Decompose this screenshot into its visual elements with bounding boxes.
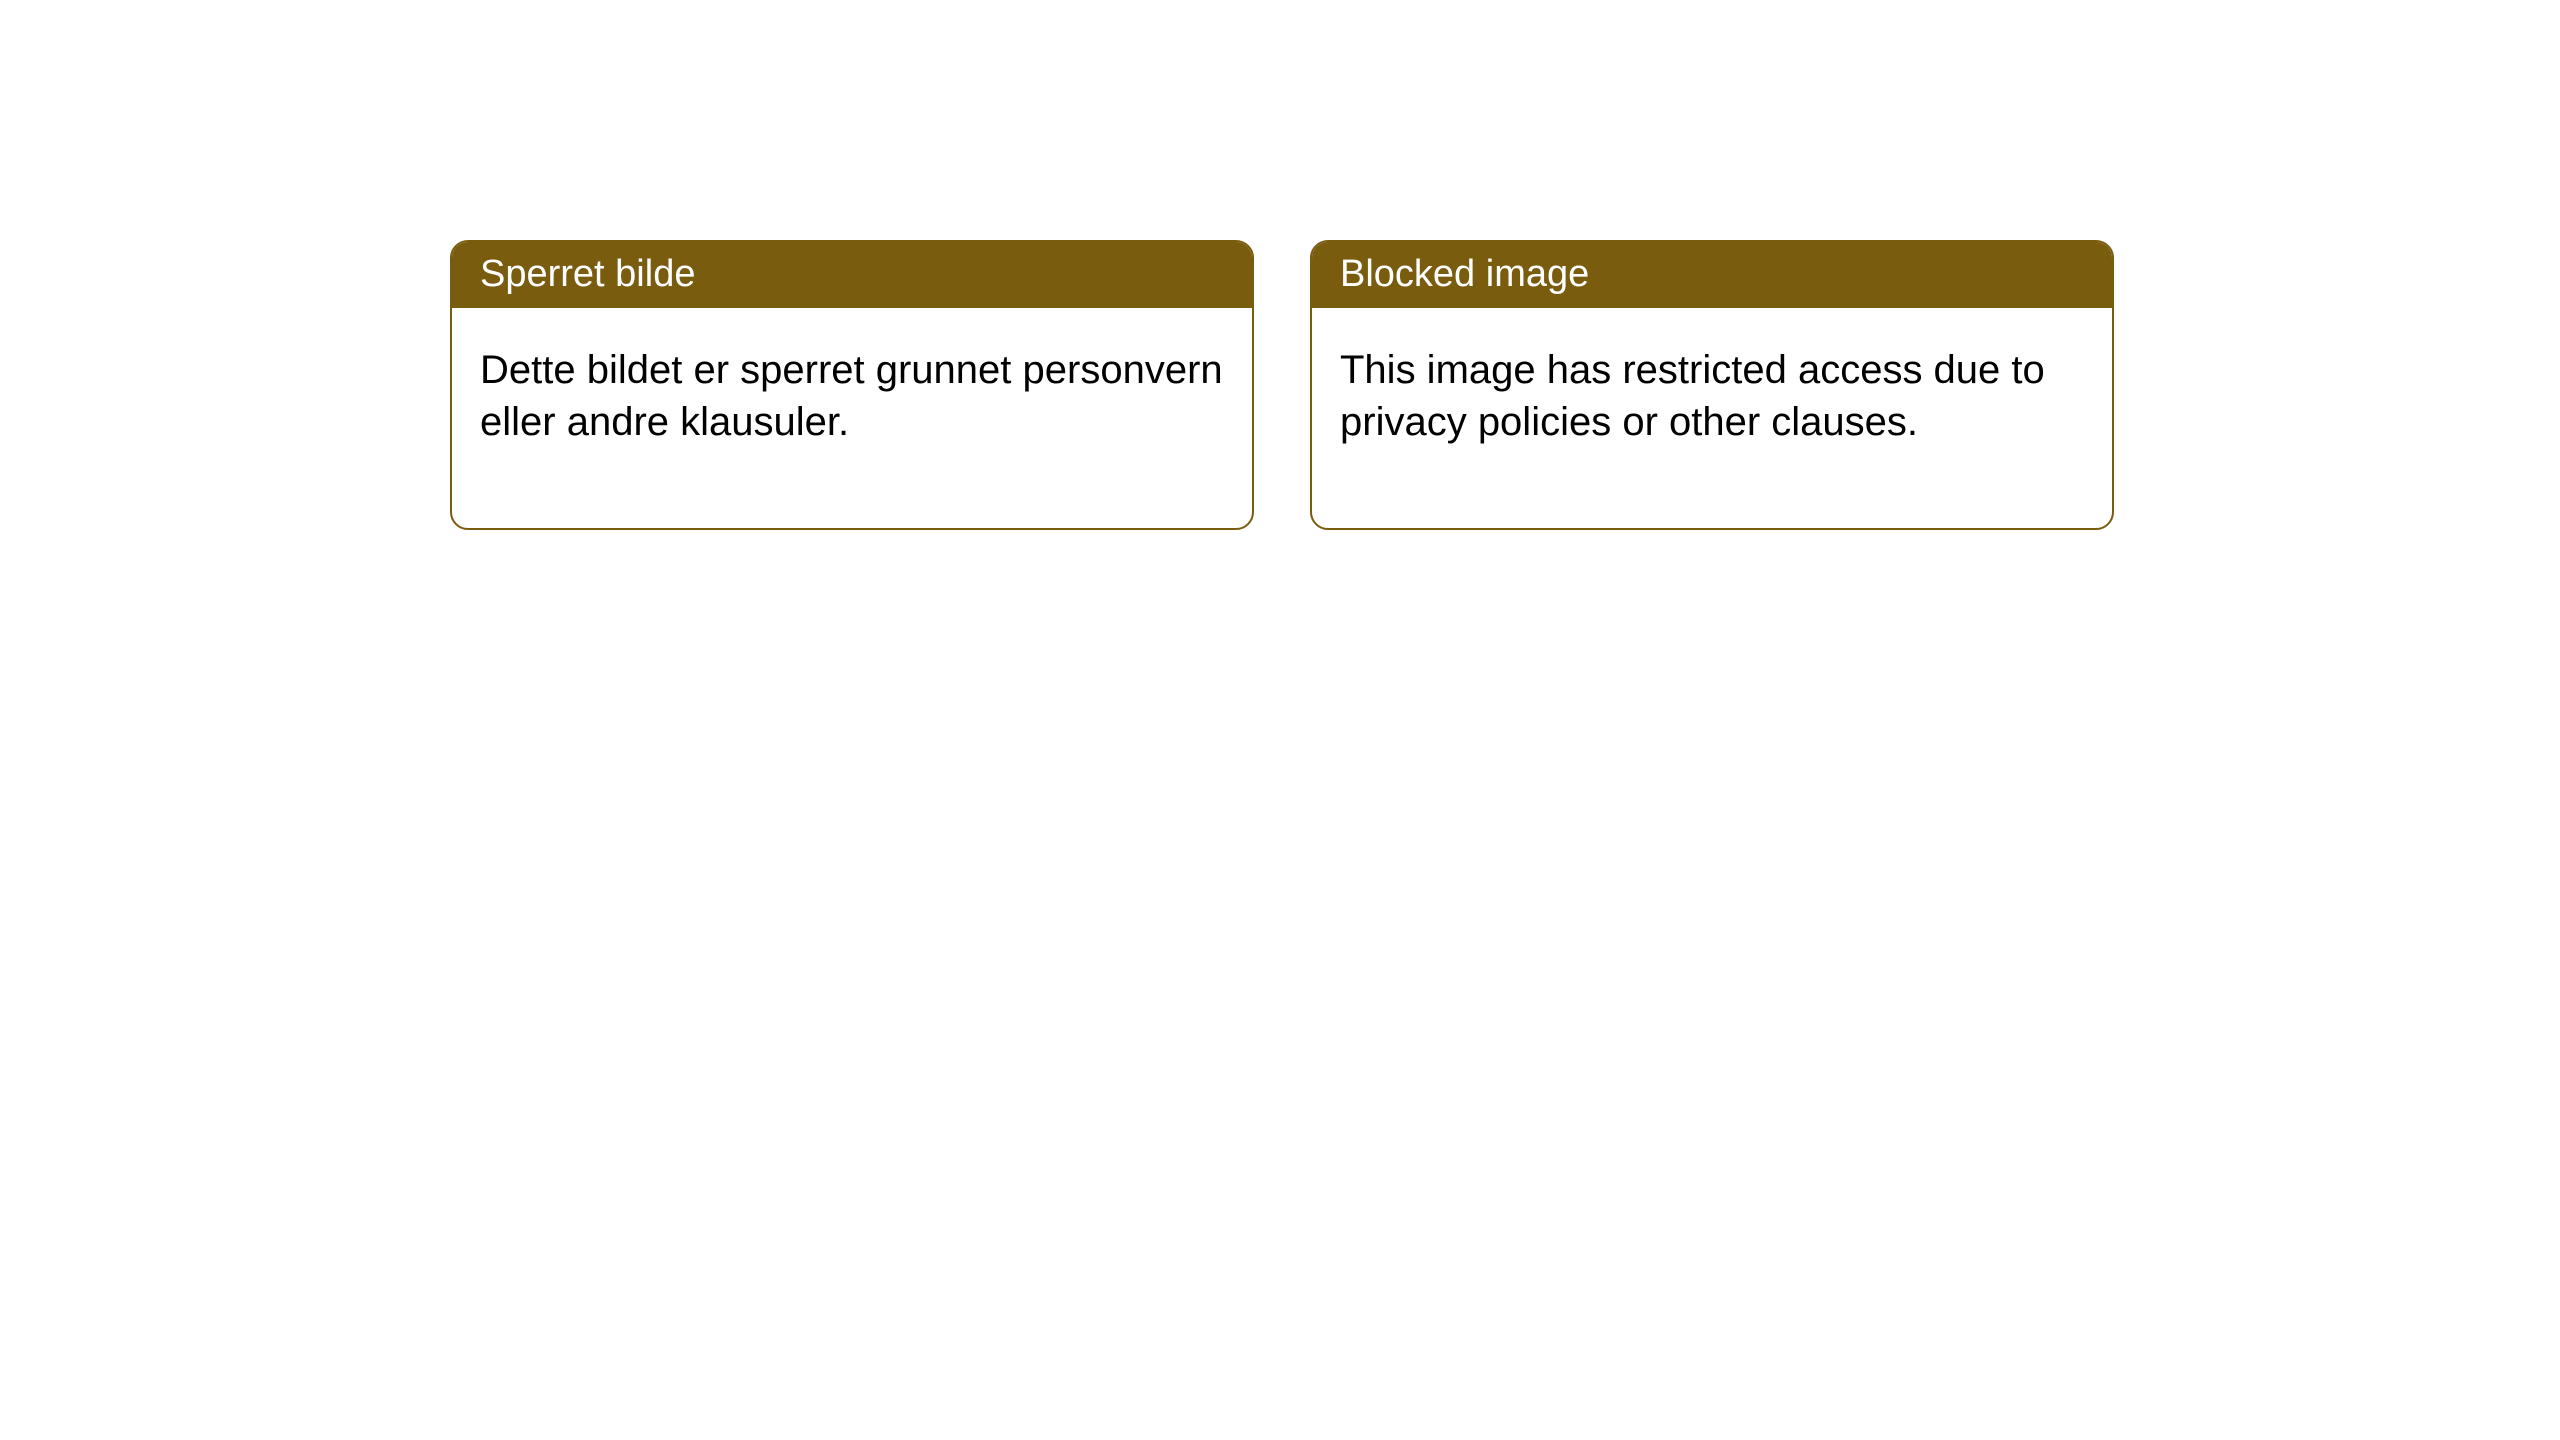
notice-card-body: This image has restricted access due to … xyxy=(1312,308,2112,528)
notice-card-english: Blocked image This image has restricted … xyxy=(1310,240,2114,530)
notice-card-body: Dette bildet er sperret grunnet personve… xyxy=(452,308,1252,528)
notice-card-norwegian: Sperret bilde Dette bildet er sperret gr… xyxy=(450,240,1254,530)
notice-card-title: Blocked image xyxy=(1312,242,2112,308)
notice-cards-container: Sperret bilde Dette bildet er sperret gr… xyxy=(450,240,2114,530)
notice-card-title: Sperret bilde xyxy=(452,242,1252,308)
